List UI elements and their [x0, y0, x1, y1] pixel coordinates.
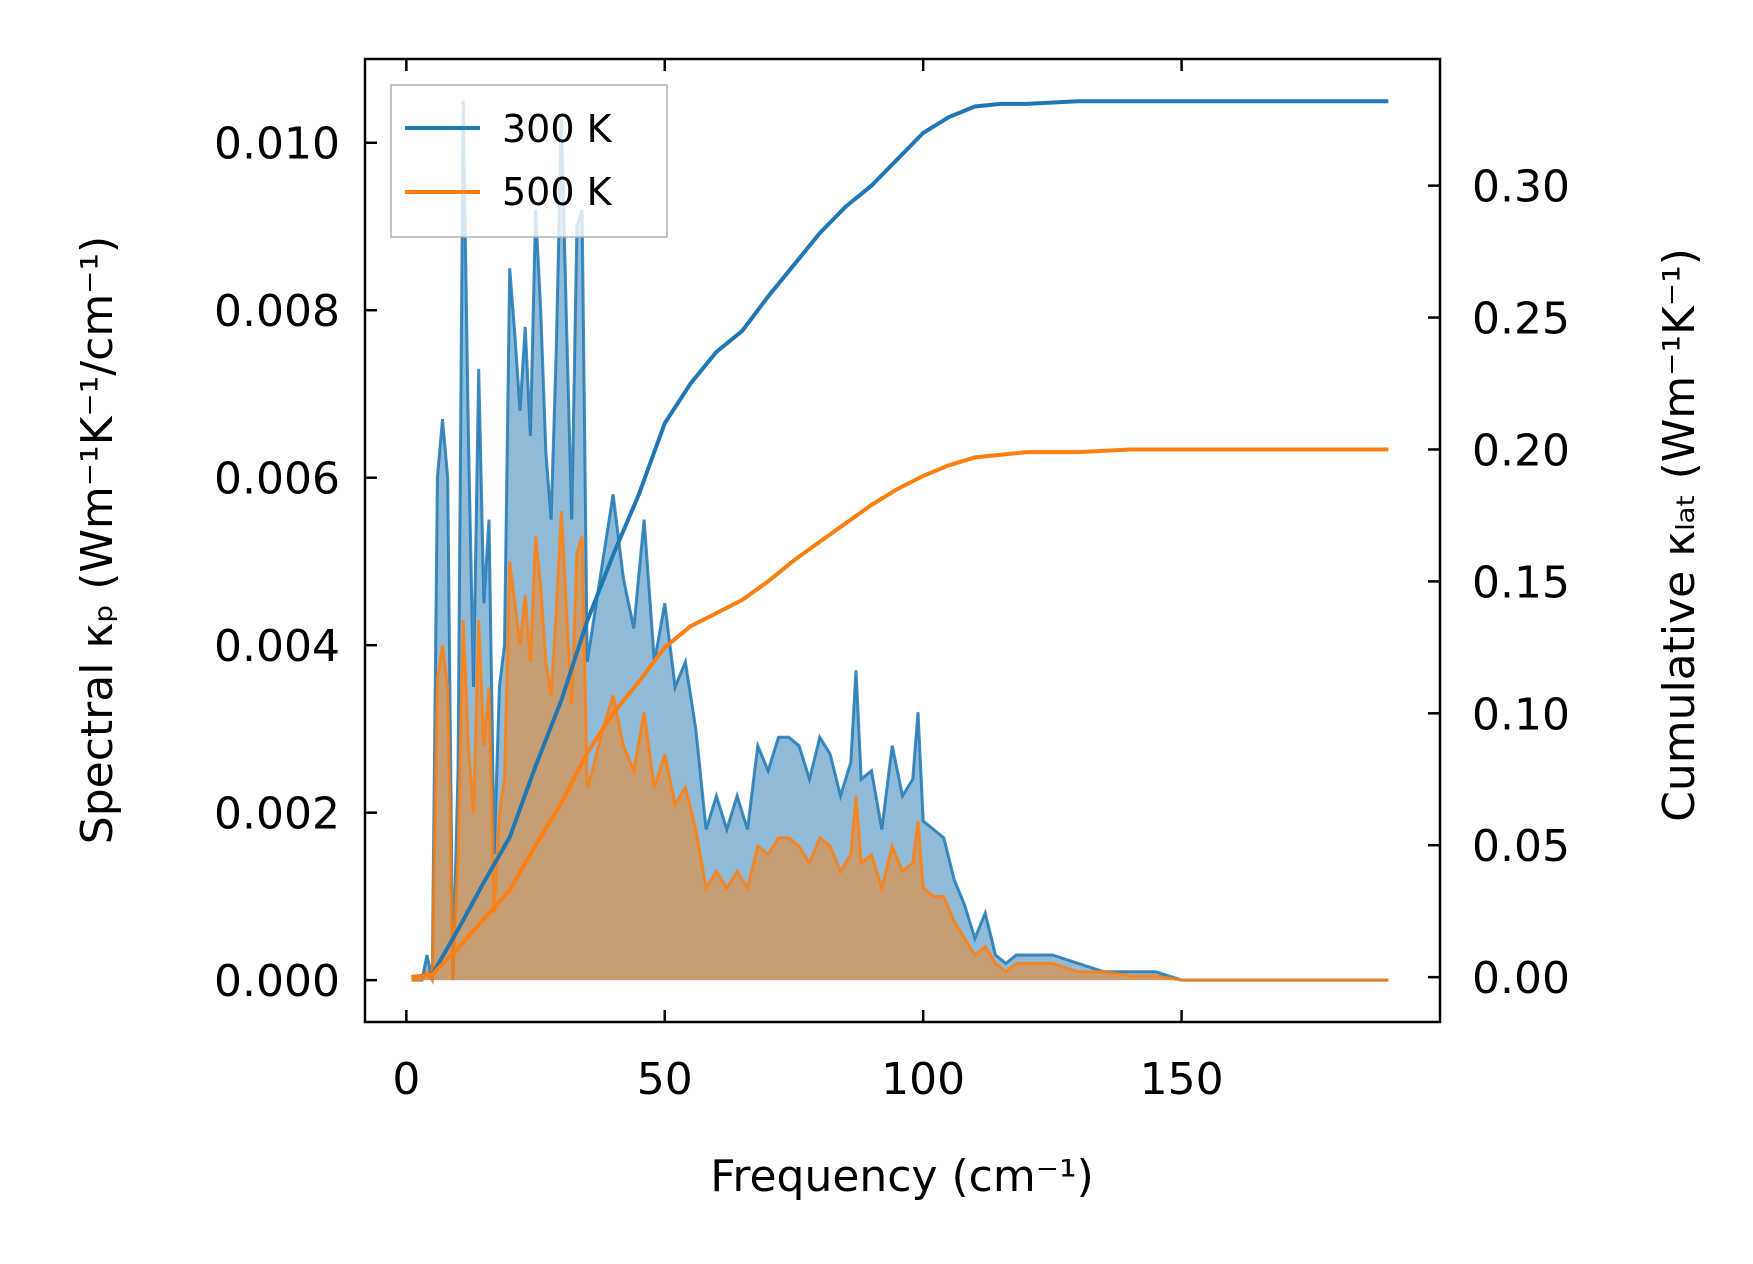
- legend-box: [390, 84, 668, 238]
- cumulative-line-500k: [411, 447, 1389, 980]
- x-tick-label: 150: [1140, 1054, 1224, 1105]
- plot-frame: [363, 57, 1442, 1024]
- x-tick-label: 0: [392, 1054, 420, 1105]
- x-axis-label: Frequency (cm⁻¹): [710, 1151, 1094, 1202]
- x-axis: 0 50 100 150: [392, 59, 1224, 1105]
- y-right-tick-label: 0.25: [1472, 294, 1570, 345]
- y-right-tick-label: 0.20: [1472, 425, 1570, 476]
- y-right-tick-label: 0.00: [1472, 953, 1570, 1004]
- y-axis-right-label: Cumulative κₗₐₜ (Wm⁻¹K⁻¹): [1654, 248, 1705, 822]
- plot-area: [411, 99, 1389, 986]
- y-left-tick-label: 0.002: [214, 789, 340, 840]
- y-left-tick-label: 0.008: [214, 286, 340, 337]
- x-tick-label: 50: [637, 1054, 693, 1105]
- spectral-fill-500k: [411, 511, 1389, 981]
- y-left-tick-label: 0.004: [214, 621, 340, 672]
- y-left-tick-label: 0.000: [214, 956, 340, 1007]
- legend-label-500k: 500 K: [502, 170, 613, 214]
- y-left-tick-label: 0.006: [214, 454, 340, 505]
- y-right-tick-label: 0.10: [1472, 689, 1570, 740]
- x-tick-label: 100: [881, 1054, 965, 1105]
- legend-label-300k: 300 K: [502, 107, 613, 151]
- spectral-fill-300k: [411, 100, 1389, 981]
- cumulative-line-300k: [411, 99, 1389, 980]
- spectral-line-500k: [411, 511, 1389, 986]
- y-right-tick-label: 0.30: [1472, 162, 1570, 213]
- legend: 300 K 500 K: [390, 84, 668, 238]
- y-left-tick-label: 0.010: [214, 119, 340, 170]
- y-axis-left-label: Spectral κₚ (Wm⁻¹K⁻¹/cm⁻¹): [72, 236, 123, 844]
- y-right-tick-label: 0.15: [1472, 557, 1570, 608]
- y-axis-right: 0.00 0.05 0.10 0.15 0.20 0.25 0.30: [1428, 162, 1570, 1004]
- y-axis-left: 0.000 0.002 0.004 0.006 0.008 0.010: [214, 119, 377, 1007]
- spectral-line-300k: [411, 100, 1389, 982]
- y-right-tick-label: 0.05: [1472, 821, 1570, 872]
